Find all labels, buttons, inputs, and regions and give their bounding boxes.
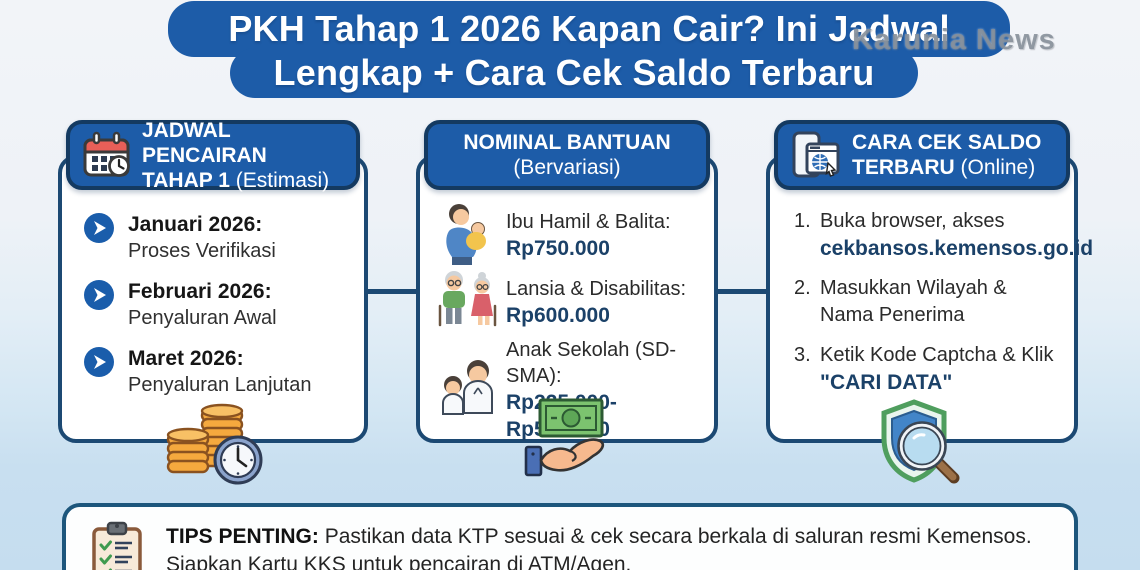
schedule-item-januari: Januari 2026: Proses Verifikasi — [84, 211, 276, 264]
card-header-line1: JADWAL PENCAIRAN — [142, 118, 267, 167]
clipboard-checklist-icon — [90, 521, 144, 570]
schedule-month: Januari 2026: — [128, 213, 263, 236]
card-header-line2-normal: (Estimasi) — [235, 168, 330, 192]
card-connector-line — [362, 289, 420, 294]
card-header-nominal: NOMINAL BANTUAN (Bervariasi) — [424, 120, 710, 190]
step-number: 1. — [794, 210, 811, 232]
nominal-label: Anak Sekolah (SD-SMA): — [506, 339, 677, 387]
shield-magnifier-icon — [872, 398, 970, 492]
calendar-clock-icon — [82, 131, 132, 179]
schedule-item-maret: Maret 2026: Penyaluran Lanjutan — [84, 345, 311, 398]
schedule-month: Maret 2026: — [128, 347, 244, 370]
nominal-label: Ibu Hamil & Balita: — [506, 210, 671, 233]
schedule-month: Februari 2026: — [128, 280, 272, 303]
card-header-line2-normal: (Online) — [960, 156, 1036, 179]
schedule-desc: Penyaluran Lanjutan — [128, 374, 312, 396]
schedule-item-februari: Februari 2026: Penyaluran Awal — [84, 278, 277, 331]
step-text: Buka browser, akses — [820, 210, 1005, 232]
step-item-2: 2. Masukkan Wilayah & Nama Penerima — [794, 275, 1007, 329]
nominal-label: Lansia & Disabilitas: — [506, 277, 687, 300]
school-children-icon — [436, 358, 498, 422]
money-hand-icon — [518, 398, 622, 488]
card-header-line2-bold: TAHAP 1 — [142, 168, 230, 192]
tips-banner: TIPS PENTING: Pastikan data KTP sesuai &… — [62, 503, 1078, 570]
step-text: Nama Penerima — [820, 304, 965, 326]
card-header-cek-saldo: CARA CEK SALDO TERBARU (Online) — [774, 120, 1070, 190]
step-text-bold: "CARI DATA" — [820, 371, 953, 394]
step-text: Masukkan Wilayah & — [820, 277, 1007, 299]
step-item-1: 1. Buka browser, akses cekbansos.kemenso… — [794, 208, 1093, 262]
tips-line1: TIPS PENTING: Pastikan data KTP sesuai &… — [166, 523, 1032, 551]
card-header-line2-normal: (Bervariasi) — [513, 156, 621, 179]
nominal-item-ibu-hamil: Ibu Hamil & Balita: Rp750.000 — [436, 203, 671, 267]
tips-label: TIPS PENTING: — [166, 525, 319, 548]
schedule-desc: Penyaluran Awal — [128, 307, 277, 329]
tips-text-line2: Siapkan Kartu KKS untuk pencairan di ATM… — [166, 553, 632, 570]
elderly-couple-icon — [436, 270, 498, 334]
page-title-line2: Lengkap + Cara Cek Saldo Terbaru — [273, 52, 875, 93]
phone-browser-icon — [790, 131, 842, 179]
arrow-bullet-icon — [84, 280, 114, 310]
step-text: Ketik Kode Captcha & Klik — [820, 344, 1054, 366]
nominal-item-lansia: Lansia & Disabilitas: Rp600.000 — [436, 270, 686, 334]
nominal-amount: Rp750.000 — [506, 236, 610, 260]
card-connector-line — [714, 289, 770, 294]
card-header-line1: NOMINAL BANTUAN — [463, 131, 671, 154]
step-item-3: 3. Ketik Kode Captcha & Klik "CARI DATA" — [794, 342, 1053, 396]
step-number: 2. — [794, 277, 811, 299]
step-number: 3. — [794, 344, 811, 366]
arrow-bullet-icon — [84, 213, 114, 243]
card-header-jadwal: JADWAL PENCAIRAN TAHAP 1 (Estimasi) — [66, 118, 360, 192]
title-banner-line2: Lengkap + Cara Cek Saldo Terbaru — [230, 48, 918, 98]
page-title-line1: PKH Tahap 1 2026 Kapan Cair? Ini Jadwal — [228, 8, 950, 49]
watermark-text: Karunia News — [852, 24, 1056, 56]
title-banner-line1: PKH Tahap 1 2026 Kapan Cair? Ini Jadwal — [168, 1, 1010, 57]
arrow-bullet-icon — [84, 347, 114, 377]
schedule-desc: Proses Verifikasi — [128, 240, 276, 262]
tips-text-line1: Pastikan data KTP sesuai & cek secara be… — [318, 525, 1032, 548]
card-jadwal-pencairan: Januari 2026: Proses Verifikasi Februari… — [58, 155, 368, 443]
coins-clock-icon — [158, 398, 270, 486]
card-header-line1: CARA CEK SALDO — [852, 131, 1042, 154]
pregnant-mother-baby-icon — [436, 203, 498, 267]
nominal-amount: Rp600.000 — [506, 303, 610, 327]
step-text-bold: cekbansos.kemensos.go.id — [820, 237, 1094, 260]
card-header-line2-bold: TERBARU — [852, 156, 955, 179]
